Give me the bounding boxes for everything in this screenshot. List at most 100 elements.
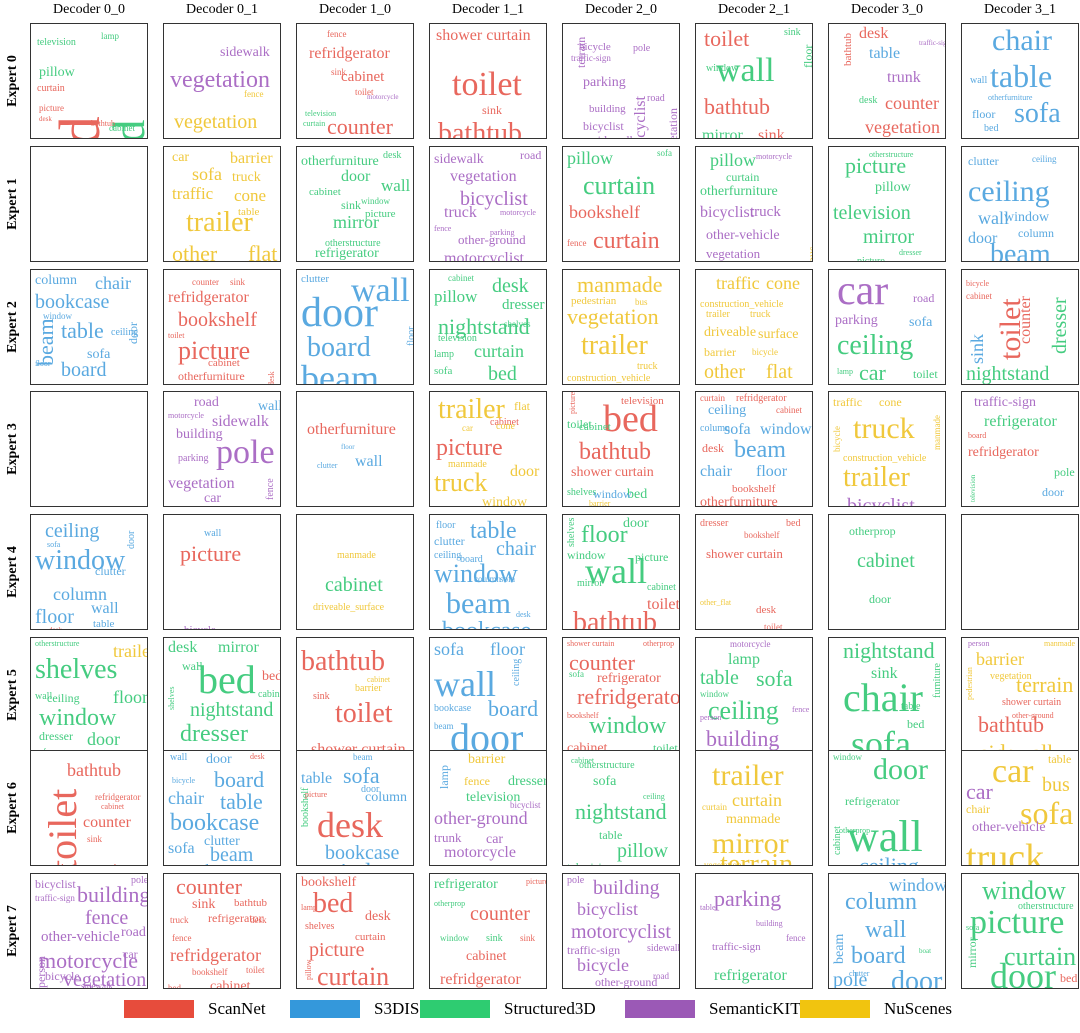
wordcloud-word: table	[93, 618, 115, 630]
wordcloud-word: bookshelf	[178, 309, 257, 331]
wordcloud-word: wall	[91, 600, 119, 617]
wordcloud-word: table	[901, 701, 921, 712]
wordcloud-word: bookcase	[442, 619, 531, 629]
wordcloud-word: lamp	[101, 31, 119, 41]
wordcloud-word: nightstand	[843, 638, 935, 663]
wordcloud-word: fence	[786, 933, 806, 943]
wordcloud-word: other-ground	[1012, 711, 1054, 720]
wordcloud-cell: traffic cone construction_vehicle trailer tr…	[695, 269, 813, 385]
wordcloud-word: shower curtain	[571, 465, 654, 480]
wordcloud-word: bed	[603, 398, 658, 440]
wordcloud-word: cabinet	[210, 979, 251, 989]
wordcloud-word: mirror	[218, 639, 259, 656]
wordcloud-word: window	[760, 421, 812, 438]
wordcloud-word: floor	[406, 326, 414, 346]
wordcloud-word: car	[992, 753, 1034, 790]
wordcloud-word: bicycle	[184, 624, 216, 630]
wordcloud-word: picture	[635, 550, 669, 564]
wordcloud-word: beam	[210, 844, 254, 866]
wordcloud-cell: bedbednightstandpillowtelevisioncurtainp…	[30, 23, 148, 139]
wordcloud-word: lamp	[437, 765, 451, 789]
wordcloud-word: bed	[198, 657, 256, 702]
wordcloud-word: desk	[756, 604, 777, 616]
row-header: Expert 6	[5, 782, 20, 834]
wordcloud-word: sofa	[569, 669, 584, 679]
wordcloud-word: curtain	[303, 119, 326, 128]
wordcloud-cell: pillow otherfurniture curtain bicyclist truc…	[695, 146, 813, 262]
wordcloud-word: mirror	[712, 827, 789, 860]
wordcloud-word: window	[361, 196, 390, 206]
wordcloud-word: ceiling	[47, 691, 80, 705]
wordcloud-word: bicyclist	[35, 877, 76, 891]
wordcloud-word: traffic-sign	[712, 941, 761, 953]
wordcloud-word: terrain	[720, 849, 794, 866]
wordcloud-word: floor	[35, 606, 74, 628]
column-header: Decoder 2_0	[585, 2, 657, 17]
wordcloud-cell: vegetationvegetationsidewalkfenceroad	[163, 23, 281, 139]
wordcloud-word: sofa	[657, 148, 672, 158]
wordcloud-word: window	[889, 875, 946, 895]
wordcloud-word: person	[700, 713, 722, 722]
wordcloud-word: bed	[627, 487, 648, 502]
wordcloud-word: desk	[267, 371, 276, 385]
wordcloud-word: curtain	[355, 931, 386, 943]
wordcloud-word: door	[87, 729, 120, 749]
wordcloud-word: ceiling	[511, 658, 522, 686]
wordcloud-word: otherfurniture	[301, 154, 379, 169]
wordcloud-word: picture	[365, 208, 396, 220]
wordcloud-word: parking	[583, 75, 626, 90]
wordcloud-word: dresser	[899, 248, 922, 257]
wordcloud-word: fence	[172, 933, 192, 943]
wordcloud-cell: floor table clutter chair ceiling board window…	[429, 514, 547, 630]
wordcloud-word: shelves	[167, 686, 176, 710]
wordcloud-word: car	[859, 360, 886, 385]
wordcloud-word: bicycle	[832, 426, 842, 452]
wordcloud-word: trunk	[887, 69, 921, 86]
wordcloud-word: other	[704, 361, 746, 383]
wordcloud-word: traffic	[716, 273, 760, 293]
wordcloud-word: table	[599, 828, 623, 842]
wordcloud-word: fence	[567, 238, 587, 248]
wordcloud-word: traffic-sign	[571, 53, 611, 63]
wordcloud-word: sofa	[434, 365, 453, 377]
wordcloud-cell: pillowcurtainbookshelfcurtainshower curt…	[562, 146, 680, 262]
wordcloud-word: otherprop	[849, 524, 896, 538]
wordcloud-word: otherstructure	[579, 760, 635, 771]
wordcloud-word: ceiling	[1032, 154, 1057, 164]
wordcloud-word: television	[621, 395, 664, 407]
wordcloud-word: picture	[568, 391, 577, 414]
wordcloud-word: table	[700, 667, 739, 689]
wordcloud-word: sofa	[192, 164, 222, 184]
column-header: Decoder 3_1	[984, 2, 1056, 17]
wordcloud-word: chair	[700, 463, 732, 480]
wordcloud-word: television	[37, 37, 76, 48]
wordcloud-word: refrigerator	[984, 413, 1057, 430]
wordcloud-word: pole	[1054, 465, 1075, 479]
wordcloud-word: bicycle	[577, 955, 629, 975]
column-header: Decoder 1_1	[452, 2, 524, 17]
wordcloud-word: wall	[865, 917, 907, 943]
wordcloud-word: bus	[635, 297, 648, 307]
wordcloud-word: other-ground	[595, 975, 658, 989]
wordcloud-word: wall	[434, 664, 496, 704]
wordcloud-word: sofa	[724, 421, 751, 438]
wordcloud-word: wall	[258, 399, 281, 414]
wordcloud-word: construction_vehicle	[567, 373, 651, 384]
wordcloud-word: beam	[434, 721, 454, 731]
wordcloud-word: toilet	[913, 367, 938, 381]
wordcloud-word: sink	[331, 67, 347, 77]
legend-label: S3DIS	[374, 999, 420, 1018]
wordcloud-word: sofa	[343, 763, 380, 788]
wordcloud-cell: walldoorboardbeamclutterfloorsofawindow	[296, 269, 414, 385]
wordcloud-cell: wallpicturebicycleparking	[163, 514, 281, 630]
wordcloud-word: curtain	[1004, 942, 1077, 971]
wordcloud-cell: trailer picture truck door window cabinet manm…	[429, 391, 547, 507]
wordcloud-word: sofa	[35, 748, 50, 753]
wordcloud-cell: car barrier sofa truck traffic cone table trail…	[163, 146, 281, 262]
legend-swatch	[625, 1000, 695, 1018]
wordcloud-cell: dresser bed bookshelf shower curtain other_f…	[695, 514, 813, 630]
wordcloud-word: sofa	[851, 724, 911, 753]
wordcloud-word: otherfurniture	[307, 421, 396, 438]
wordcloud-word: desk	[49, 626, 62, 630]
wordcloud-word: bed	[984, 123, 999, 134]
